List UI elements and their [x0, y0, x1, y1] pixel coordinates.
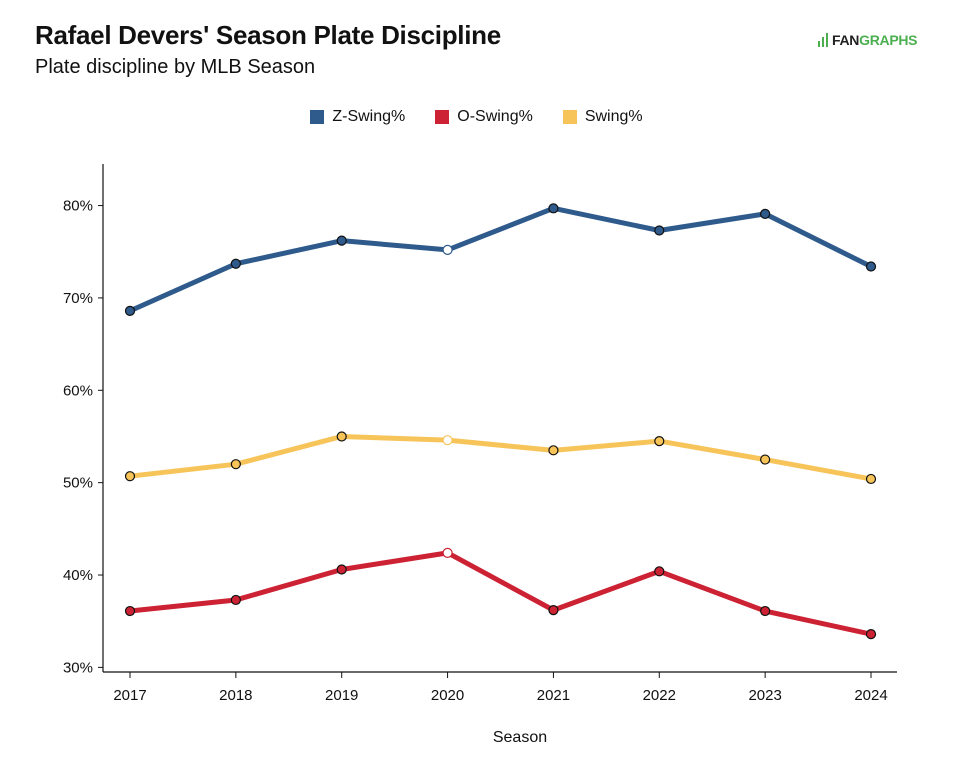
data-point — [336, 564, 347, 575]
series-line-swing- — [127, 433, 874, 482]
fangraphs-mark-icon — [818, 33, 830, 47]
y-tick-label: 50% — [63, 475, 93, 492]
legend-item: Z-Swing% — [310, 108, 405, 126]
fangraphs-logo: FAN GRAPHS — [818, 32, 918, 48]
legend-swatch — [310, 110, 325, 124]
x-tick-label: 2017 — [113, 687, 146, 704]
data-point — [865, 473, 877, 485]
x-tick-label: 2022 — [643, 687, 676, 704]
x-tick-label: 2019 — [325, 687, 358, 704]
data-point — [760, 454, 771, 465]
data-point — [124, 305, 136, 316]
chart-title: Rafael Devers' Season Plate Discipline — [35, 20, 501, 50]
logo-text-graphs: GRAPHS — [859, 32, 918, 48]
y-tick-label: 60% — [63, 382, 93, 399]
data-point — [230, 594, 241, 606]
legend-item: Swing% — [562, 108, 643, 126]
data-point — [654, 566, 665, 577]
legend-label: O-Swing% — [457, 108, 533, 125]
data-point — [336, 431, 347, 442]
logo-text-fan: FAN — [832, 32, 860, 48]
data-point — [654, 435, 665, 447]
data-point — [865, 629, 877, 640]
x-tick-label: 2023 — [748, 687, 781, 704]
data-point — [654, 225, 665, 236]
data-point — [548, 605, 559, 616]
legend-item: O-Swing% — [435, 108, 533, 126]
legend-label: Swing% — [584, 108, 643, 125]
data-point — [548, 203, 559, 214]
y-tick-label: 70% — [63, 290, 93, 307]
data-point — [442, 244, 453, 255]
legend-label: Z-Swing% — [332, 108, 406, 125]
x-tick-label: 2021 — [537, 687, 570, 704]
y-tick-label: 40% — [63, 567, 93, 584]
chart-legend: Z-Swing% O-Swing% Swing% — [0, 108, 953, 126]
data-point — [442, 547, 453, 558]
x-axis-title: Season — [493, 729, 547, 746]
data-point — [336, 235, 347, 246]
data-point — [124, 471, 136, 482]
y-tick-label: 30% — [63, 659, 93, 676]
data-point — [760, 605, 771, 617]
x-tick-label: 2020 — [431, 687, 464, 704]
data-point — [548, 445, 559, 456]
data-point — [124, 605, 136, 617]
series-line-z-swing- — [127, 205, 874, 314]
x-tick-label: 2024 — [854, 687, 887, 704]
legend-swatch — [562, 110, 577, 124]
series-line-o-swing- — [127, 550, 874, 637]
chart-subtitle: Plate discipline by MLB Season — [35, 56, 316, 78]
data-point — [230, 258, 241, 269]
data-point — [230, 459, 241, 470]
data-point — [865, 261, 877, 272]
legend-swatch — [435, 110, 450, 124]
data-point — [442, 435, 453, 446]
x-tick-label: 2018 — [219, 687, 252, 704]
data-point — [760, 208, 771, 219]
y-tick-label: 80% — [63, 198, 93, 215]
